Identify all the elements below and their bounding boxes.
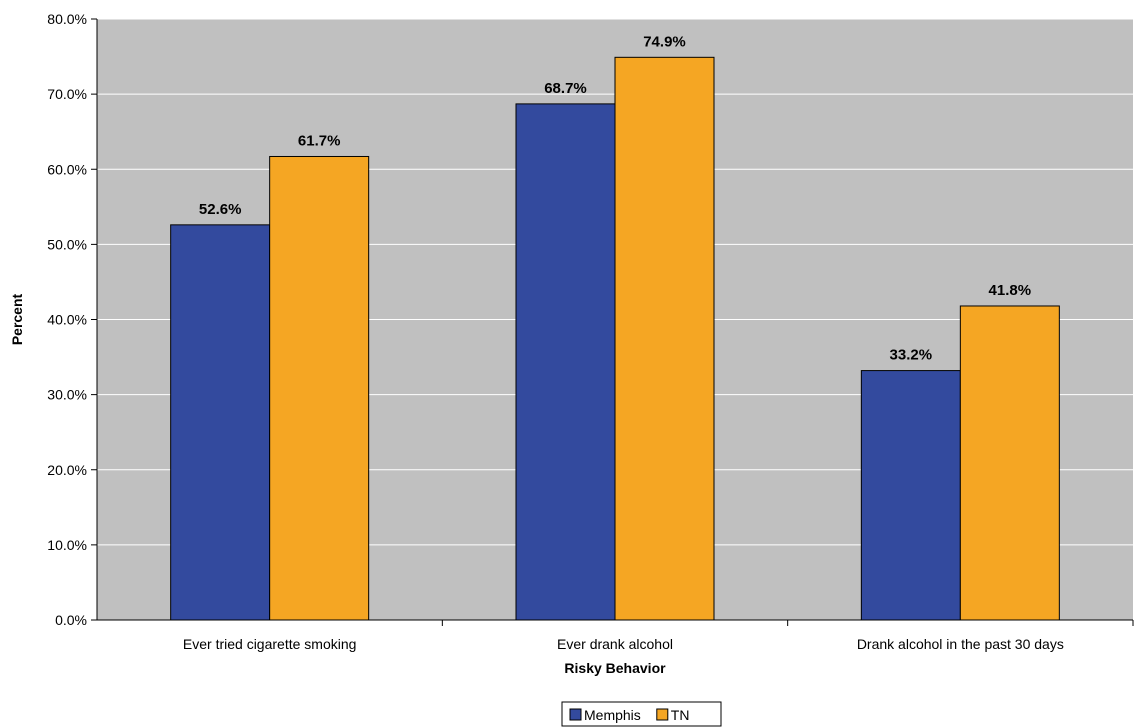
- y-axis-title: Percent: [9, 293, 25, 345]
- bar-memphis-2: [860, 370, 961, 621]
- legend-swatch-memphis: [569, 708, 582, 721]
- legend-swatch-tn: [656, 708, 669, 721]
- y-tick-label: 40.0%: [47, 312, 87, 328]
- legend-label-memphis: Memphis: [584, 707, 641, 723]
- bar-tn-0: [269, 155, 370, 621]
- y-tick-label: 20.0%: [47, 462, 87, 478]
- bar-tn-2: [959, 305, 1060, 621]
- data-label: 61.7%: [298, 132, 341, 149]
- y-tick-label: 70.0%: [47, 86, 87, 102]
- data-label: 52.6%: [199, 201, 242, 218]
- y-tick-label: 10.0%: [47, 537, 87, 553]
- legend-label-tn: TN: [671, 707, 690, 723]
- legend: Memphis TN: [561, 701, 722, 727]
- x-tick-label: Ever drank alcohol: [557, 636, 673, 652]
- y-tick-label: 0.0%: [55, 612, 87, 628]
- data-label: 33.2%: [890, 347, 933, 364]
- data-label: 41.8%: [989, 282, 1032, 299]
- data-label: 68.7%: [544, 80, 587, 97]
- x-tick-label: Drank alcohol in the past 30 days: [857, 636, 1064, 652]
- y-tick-label: 50.0%: [47, 236, 87, 252]
- bar-memphis-1: [515, 103, 616, 621]
- data-label: 74.9%: [643, 33, 686, 50]
- x-tick-label: Ever tried cigarette smoking: [183, 636, 357, 652]
- bar-memphis-0: [170, 224, 271, 621]
- y-tick-label: 80.0%: [47, 11, 87, 27]
- x-axis-title: Risky Behavior: [564, 660, 666, 676]
- y-tick-label: 30.0%: [47, 387, 87, 403]
- plot-area: 0.0% 10.0% 20.0% 30.0% 40.0% 50.0% 60.0% 70.0% 8…: [47, 11, 1134, 652]
- y-tick-label: 60.0%: [47, 161, 87, 177]
- legend-box: [561, 701, 722, 727]
- bar-tn-1: [614, 56, 715, 621]
